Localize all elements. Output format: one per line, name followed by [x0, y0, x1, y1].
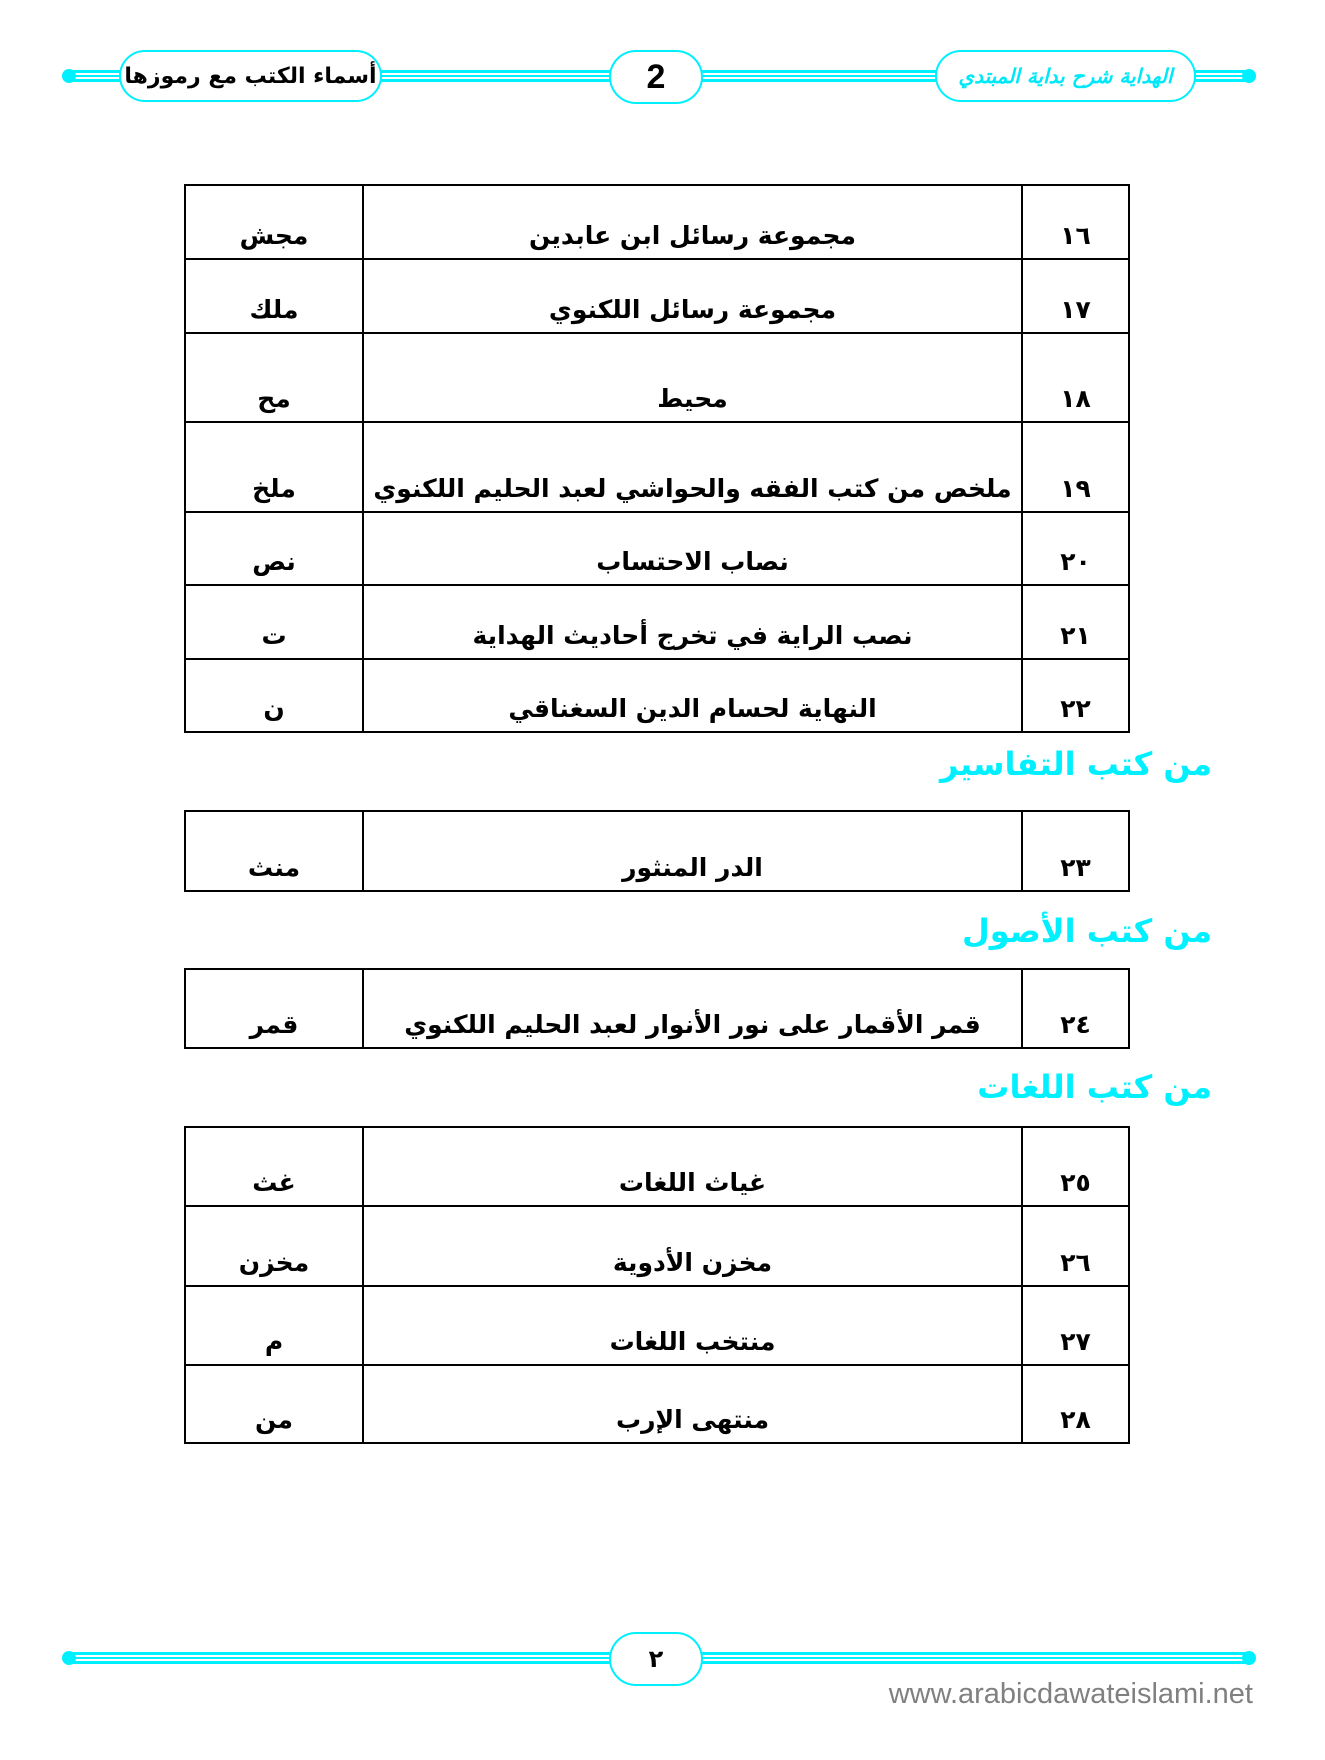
- book-code: ملك: [184, 258, 364, 334]
- book-code: مخزن: [184, 1205, 364, 1287]
- row-number: ٢٤: [1021, 968, 1130, 1049]
- book-title: قمر الأقمار على نور الأنوار لعبد الحليم …: [362, 968, 1023, 1049]
- row-number: ١٧: [1021, 258, 1130, 334]
- row-number: ٢١: [1021, 584, 1130, 660]
- website-url: www.arabicdawateislami.net: [888, 1678, 1253, 1710]
- book-code: مح: [184, 332, 364, 423]
- book-code: قمر: [184, 968, 364, 1049]
- row-number: ٢٨: [1021, 1364, 1130, 1444]
- book-title: ملخص من كتب الفقه والحواشي لعبد الحليم ا…: [362, 421, 1023, 513]
- ornament-cap-right: [1242, 69, 1256, 83]
- row-number: ١٨: [1021, 332, 1130, 423]
- book-title: نصاب الاحتساب: [362, 511, 1023, 586]
- books-table-usul: ٢٤ قمر الأقمار على نور الأنوار لعبد الحلي…: [184, 968, 1130, 1049]
- row-number: ٢٥: [1021, 1126, 1130, 1207]
- ornament-cap-right: [1242, 1651, 1256, 1665]
- page-number-pill: 2: [609, 50, 703, 104]
- table-row: ١٦ مجموعة رسائل ابن عابدين مجش: [184, 184, 1130, 260]
- row-number: ٢٠: [1021, 511, 1130, 586]
- book-code: نص: [184, 511, 364, 586]
- row-number: ١٦: [1021, 184, 1130, 260]
- table-row: ٢٦ مخزن الأدوية مخزن: [184, 1205, 1130, 1287]
- ornament-cap-left: [62, 1651, 76, 1665]
- book-code: ملخ: [184, 421, 364, 513]
- book-code: من: [184, 1364, 364, 1444]
- table-row: ٢١ نصب الراية في تخرج أحاديث الهداية ت: [184, 584, 1130, 660]
- book-title: منتهى الإرب: [362, 1364, 1023, 1444]
- books-table-tafsir: ٢٣ الدر المنثور منث: [184, 810, 1130, 892]
- footer-page-number-pill: ٢: [609, 1632, 703, 1686]
- table-row: ٢٤ قمر الأقمار على نور الأنوار لعبد الحلي…: [184, 968, 1130, 1049]
- book-title: منتخب اللغات: [362, 1285, 1023, 1366]
- book-title: مخزن الأدوية: [362, 1205, 1023, 1287]
- book-title: غياث اللغات: [362, 1126, 1023, 1207]
- book-code: غث: [184, 1126, 364, 1207]
- row-number: ٢٣: [1021, 810, 1130, 892]
- table-row: ٢٣ الدر المنثور منث: [184, 810, 1130, 892]
- books-table-fiqh: ١٦ مجموعة رسائل ابن عابدين مجش ١٧ مجموعة رس…: [184, 184, 1130, 733]
- page-number: 2: [646, 57, 666, 96]
- table-row: ٢٨ منتهى الإرب من: [184, 1364, 1130, 1444]
- book-code: م: [184, 1285, 364, 1366]
- ornament-cap-left: [62, 69, 76, 83]
- row-number: ٢٦: [1021, 1205, 1130, 1287]
- book-title: مجموعة رسائل ابن عابدين: [362, 184, 1023, 260]
- book-title: الدر المنثور: [362, 810, 1023, 892]
- footer-page-number: ٢: [648, 1645, 664, 1673]
- book-code: ن: [184, 658, 364, 733]
- book-code: ت: [184, 584, 364, 660]
- table-row: ١٩ ملخص من كتب الفقه والحواشي لعبد الحليم…: [184, 421, 1130, 513]
- books-table-lughat: ٢٥ غياث اللغات غث ٢٦ مخزن الأدوية مخزن ٢٧ منت…: [184, 1126, 1130, 1444]
- book-title: النهاية لحسام الدين السغناقي: [362, 658, 1023, 733]
- book-title-logo: الهداية شرح بداية المبتدي: [958, 64, 1173, 88]
- section-heading-lughat: من كتب اللغات: [977, 1068, 1212, 1106]
- table-row: ٢٠ نصاب الاحتساب نص: [184, 511, 1130, 586]
- chapter-title-pill: أسماء الكتب مع رموزها: [119, 50, 382, 102]
- book-code: مجش: [184, 184, 364, 260]
- chapter-title: أسماء الكتب مع رموزها: [124, 63, 377, 89]
- book-title: مجموعة رسائل اللكنوي: [362, 258, 1023, 334]
- row-number: ٢٧: [1021, 1285, 1130, 1366]
- table-row: ١٨ محيط مح: [184, 332, 1130, 423]
- row-number: ٢٢: [1021, 658, 1130, 733]
- book-code: منث: [184, 810, 364, 892]
- table-row: ٢٧ منتخب اللغات م: [184, 1285, 1130, 1366]
- table-row: ٢٥ غياث اللغات غث: [184, 1126, 1130, 1207]
- section-heading-tafsir: من كتب التفاسير: [940, 745, 1212, 783]
- book-title-pill: الهداية شرح بداية المبتدي: [935, 50, 1196, 102]
- section-heading-usul: من كتب الأصول: [962, 912, 1212, 950]
- book-title: نصب الراية في تخرج أحاديث الهداية: [362, 584, 1023, 660]
- book-title: محيط: [362, 332, 1023, 423]
- table-row: ٢٢ النهاية لحسام الدين السغناقي ن: [184, 658, 1130, 733]
- row-number: ١٩: [1021, 421, 1130, 513]
- table-row: ١٧ مجموعة رسائل اللكنوي ملك: [184, 258, 1130, 334]
